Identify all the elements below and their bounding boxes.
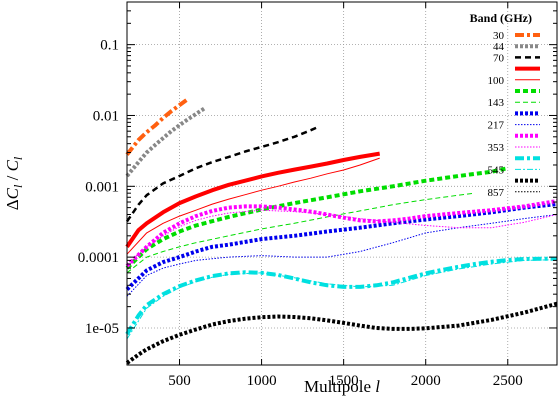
legend-label: 30 [493,30,505,42]
y-axis-title-sub1: l [11,184,25,188]
x-axis-title-var: l [375,377,380,396]
series-layer [125,97,558,365]
legend-title: Band (GHz) [470,11,532,25]
series-line-5 [126,157,380,255]
y-tick-label: 0.01 [93,108,119,124]
legend-label: 857 [488,187,505,199]
y-axis-title-c1: C [3,187,22,199]
y-axis-title-c2: C [3,159,22,171]
y-axis-title-slash: / [3,171,22,184]
legend-label: 353 [488,142,505,154]
series-line-2 [125,106,206,178]
legend-label: 545 [488,164,505,176]
ticks-layer: 500 1000 1500 2000 2500 0.1 0.01 0.001 0.0001 1e-… [78,1,557,389]
series-line-14 [125,301,558,365]
series-line-6 [125,166,509,270]
series-line-11 [126,209,558,265]
series-line-4 [125,151,381,248]
y-tick-label: 0.0001 [78,250,119,266]
x-tick-label: 2500 [493,373,523,389]
x-axis-title-main: Multipole [304,377,375,396]
y-axis-title-sub2: l [11,156,25,160]
y-axis-title: ΔCl / Cl [3,156,25,210]
legend-label: 70 [493,52,505,64]
x-tick-label: 500 [168,373,191,389]
plot-frame [126,1,558,366]
series-line-1 [125,97,189,156]
series-line-10 [125,199,558,268]
x-axis-title: Multipole l [304,377,380,396]
legend-label: 143 [488,97,505,109]
series-line-9 [126,214,558,297]
x-tick-label: 2000 [411,373,441,389]
y-tick-label: 0.001 [85,179,119,195]
legend-label: 217 [488,120,505,132]
x-tick-label: 1500 [329,373,359,389]
series-line-12 [125,256,557,336]
y-tick-label: 0.1 [100,38,119,54]
y-tick-label: 1e-05 [85,321,119,337]
series-line-13 [126,259,558,340]
x-tick-label: 1000 [247,373,277,389]
grid-layer [127,2,557,365]
series-line-3 [125,126,318,223]
legend-label: 44 [493,41,505,53]
series-line-7 [126,192,475,274]
series-line-8 [125,202,558,291]
legend-label: 100 [488,75,505,87]
y-axis-title-delta: Δ [3,199,22,210]
